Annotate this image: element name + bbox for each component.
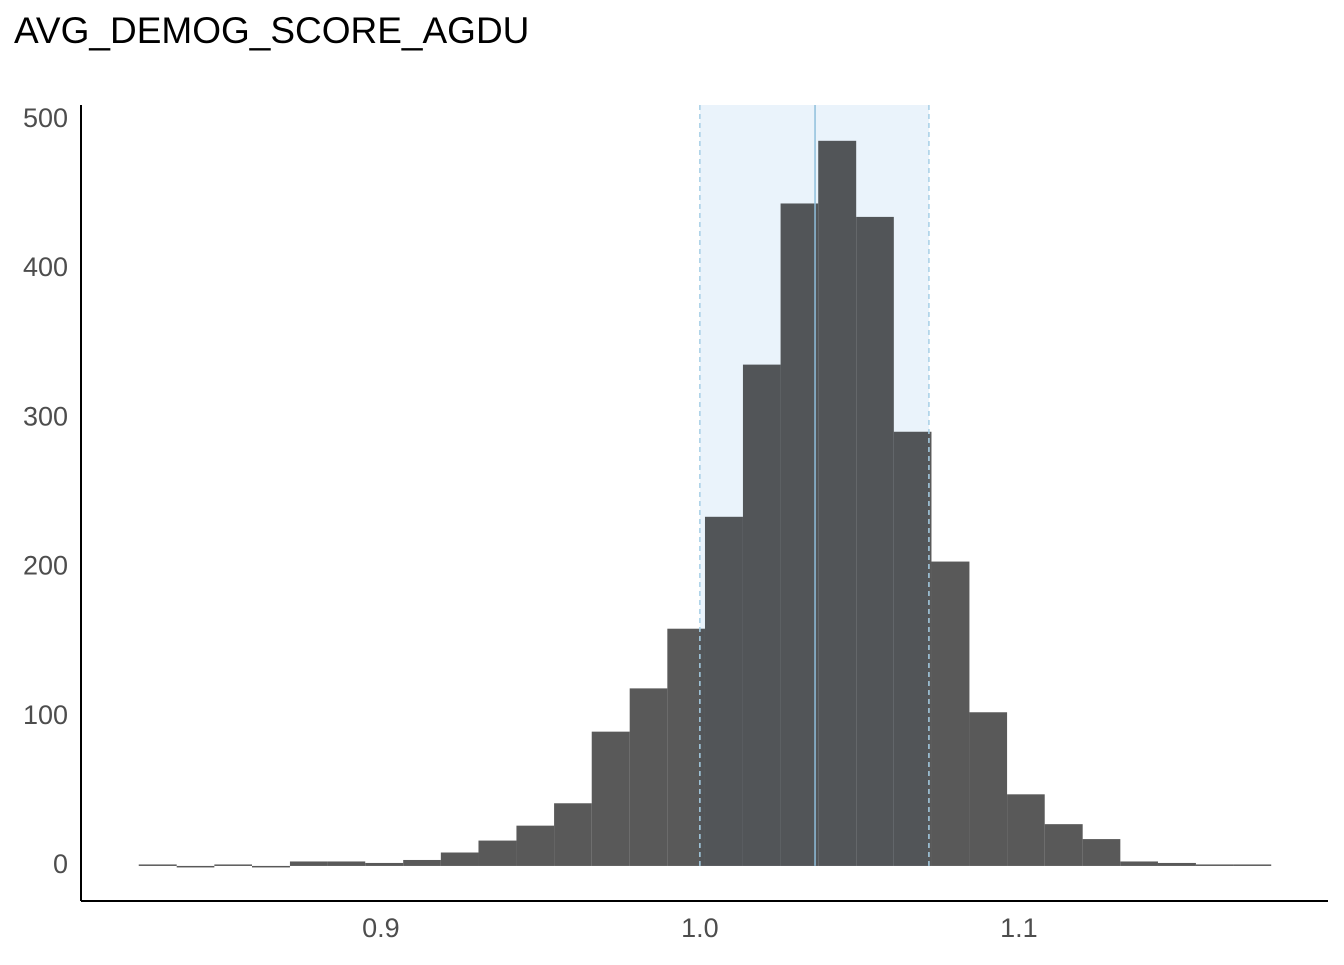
y-tick-label: 100 <box>23 700 68 730</box>
bar <box>1007 794 1045 866</box>
bar <box>440 852 479 866</box>
y-tick-label: 200 <box>23 551 68 581</box>
bar <box>629 688 668 866</box>
y-tick-label: 300 <box>23 401 68 431</box>
bar <box>1082 839 1121 866</box>
x-tick-label: 1.0 <box>681 913 719 943</box>
bar <box>138 864 177 866</box>
bar <box>478 840 517 866</box>
bar <box>931 561 970 866</box>
bar <box>667 628 705 866</box>
bar <box>1120 861 1158 866</box>
bar <box>251 865 290 868</box>
y-tick-label: 400 <box>23 252 68 282</box>
y-tick-label: 0 <box>53 849 68 879</box>
bar <box>1233 864 1272 866</box>
chart-title: AVG_DEMOG_SCORE_AGDU <box>14 10 529 51</box>
bar <box>969 712 1008 866</box>
y-tick-label: 500 <box>23 103 68 133</box>
bar <box>1157 862 1196 866</box>
bar <box>591 731 630 866</box>
bar <box>289 861 328 866</box>
bar <box>1044 824 1083 866</box>
bar <box>176 865 215 868</box>
x-tick-label: 1.1 <box>1000 913 1038 943</box>
bar <box>214 864 252 866</box>
bar <box>554 803 592 866</box>
bar <box>516 825 555 866</box>
bar <box>327 861 366 866</box>
x-tick-label: 0.9 <box>362 913 400 943</box>
bar <box>1195 864 1234 866</box>
bar <box>403 859 441 866</box>
bar <box>365 862 404 866</box>
